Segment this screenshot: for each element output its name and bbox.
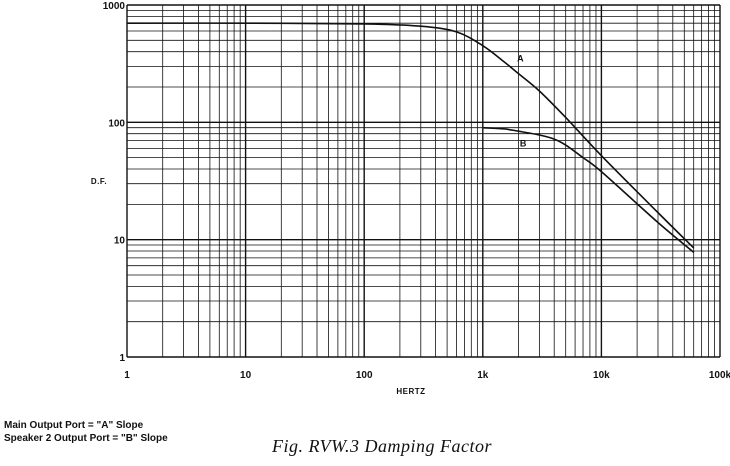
legend: Main Output Port = "A" Slope Speaker 2 O… bbox=[4, 419, 168, 445]
series-line-a bbox=[126, 22, 695, 249]
y-axis-label: D.F. bbox=[91, 177, 107, 186]
curve-labels: AB bbox=[517, 53, 527, 148]
x-tick-label: 100k bbox=[709, 370, 730, 381]
x-tick-label: 10k bbox=[593, 370, 610, 381]
y-tick-label: 100 bbox=[108, 118, 125, 129]
series-line-b bbox=[482, 126, 695, 253]
series-label-b: B bbox=[520, 139, 527, 149]
plot-grid bbox=[126, 4, 721, 358]
x-tick-label: 100 bbox=[356, 370, 373, 381]
x-tick-label: 10 bbox=[240, 370, 252, 381]
y-tick-label: 1000 bbox=[103, 1, 126, 12]
figure-caption: Fig. RVW.3 Damping Factor bbox=[272, 436, 492, 456]
legend-line-a: Main Output Port = "A" Slope bbox=[4, 420, 144, 431]
x-tick-label: 1k bbox=[477, 370, 489, 381]
series-label-a: A bbox=[517, 53, 524, 63]
x-axis-label: HERTZ bbox=[396, 387, 425, 396]
x-tick-label: 1 bbox=[124, 370, 130, 381]
curves bbox=[126, 22, 695, 253]
y-tick-label: 1 bbox=[119, 353, 125, 364]
legend-line-b: Speaker 2 Output Port = "B" Slope bbox=[4, 433, 168, 444]
tick-labels: 1 10 100 1k 10k 100k 1000 100 10 1 bbox=[103, 1, 730, 381]
y-tick-label: 10 bbox=[114, 236, 126, 247]
